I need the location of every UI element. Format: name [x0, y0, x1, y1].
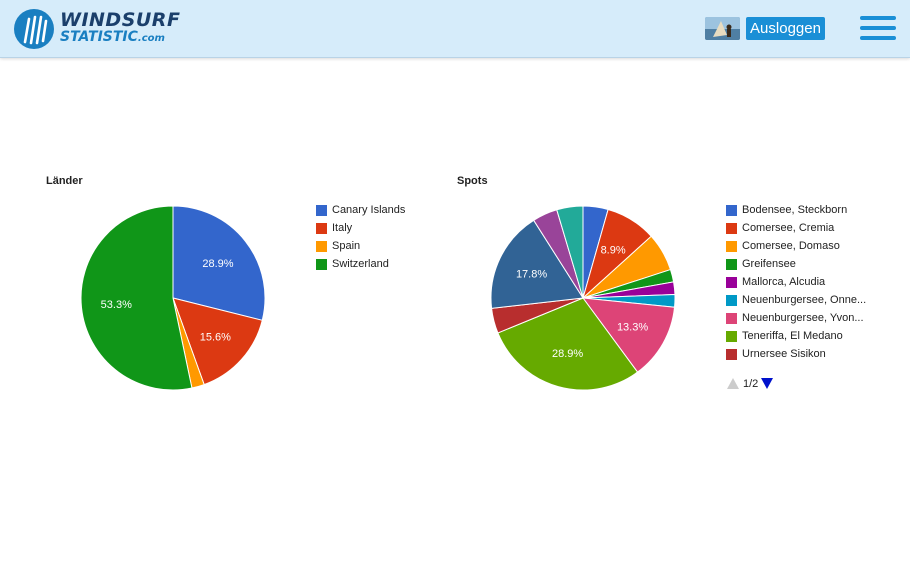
legend-label: Bodensee, Steckborn: [742, 204, 848, 216]
pie-slice-0-3[interactable]: [80, 205, 193, 391]
legend-label: Teneriffa, El Medano: [742, 330, 843, 342]
pie-slice-label-1-7: 28.9%: [552, 348, 583, 360]
legend-swatch: [726, 349, 737, 360]
pie-slice-1-7[interactable]: [497, 297, 639, 391]
chart-title-spots: Spots: [457, 175, 488, 187]
pie-slice-label-0-3: 53.3%: [101, 299, 132, 311]
legend-page-indicator: 1/2: [743, 378, 759, 390]
pie-slice-label-0-1: 15.6%: [200, 331, 231, 343]
legend-label: Switzerland: [332, 258, 389, 270]
legend-label: Neuenburgersee, Yvon...: [742, 312, 864, 324]
legend-swatch: [316, 259, 327, 270]
pie-slice-1-6[interactable]: [581, 297, 676, 373]
windsurf-statistic-logo[interactable]: WINDSURF STATISTIC.com: [14, 8, 180, 50]
pie-slice-label-1-1: 8.9%: [601, 245, 626, 257]
pie-slice-label-0-0: 28.9%: [202, 258, 233, 270]
legend-label: Comersee, Cremia: [742, 222, 835, 234]
header-bar: WINDSURF STATISTIC.com Ausloggen: [0, 0, 910, 58]
legend-swatch: [726, 277, 737, 288]
legend-swatch: [726, 313, 737, 324]
legend-label: Urnersee Sisikon: [742, 348, 826, 360]
legend-swatch: [316, 205, 327, 216]
pie-slice-label-1-6: 13.3%: [617, 321, 648, 333]
legend-swatch: [726, 205, 737, 216]
logo-text-statistic: STATISTIC.com: [60, 29, 165, 45]
logout-button[interactable]: Ausloggen: [746, 17, 825, 40]
legend-swatch: [726, 331, 737, 342]
legend-label: Mallorca, Alcudia: [742, 276, 826, 288]
hamburger-menu-icon[interactable]: [860, 16, 896, 40]
pie-slice-0-1[interactable]: [172, 297, 263, 386]
legend-swatch: [726, 295, 737, 306]
windsurf-logo-icon: [14, 9, 54, 49]
legend-swatch: [726, 241, 737, 252]
logo-text-statistic-main: STATISTIC: [60, 29, 138, 45]
legend-swatch: [316, 223, 327, 234]
user-avatar[interactable]: [705, 17, 740, 40]
legend-label: Comersee, Domaso: [742, 240, 840, 252]
chart-title-laender: Länder: [46, 175, 83, 187]
legend-label: Greifensee: [742, 258, 796, 270]
pie-chart-spots: 8.9% 13.3% 28.9% 17.8%: [490, 205, 676, 391]
legend-swatch: [316, 241, 327, 252]
logo-text-windsurf: WINDSURF: [60, 9, 181, 31]
legend-swatch: [726, 223, 737, 234]
pie-slice-0-0[interactable]: [172, 205, 266, 321]
legend-prev-page-icon[interactable]: [727, 378, 739, 389]
pie-slice-1-11[interactable]: [556, 205, 584, 299]
pie-chart-laender: 28.9% 15.6% 53.3%: [80, 205, 266, 391]
logo-text-statistic-suffix: .com: [137, 33, 165, 44]
pie-slice-label-1-9: 17.8%: [516, 268, 547, 280]
legend-label: Neuenburgersee, Onne...: [742, 294, 867, 306]
legend-next-page-icon[interactable]: [761, 378, 773, 389]
legend-label: Spain: [332, 240, 361, 252]
legend-label: Italy: [332, 222, 353, 234]
legend-swatch: [726, 259, 737, 270]
legend-label: Canary Islands: [332, 204, 406, 216]
pie-slice-1-9[interactable]: [490, 219, 584, 309]
